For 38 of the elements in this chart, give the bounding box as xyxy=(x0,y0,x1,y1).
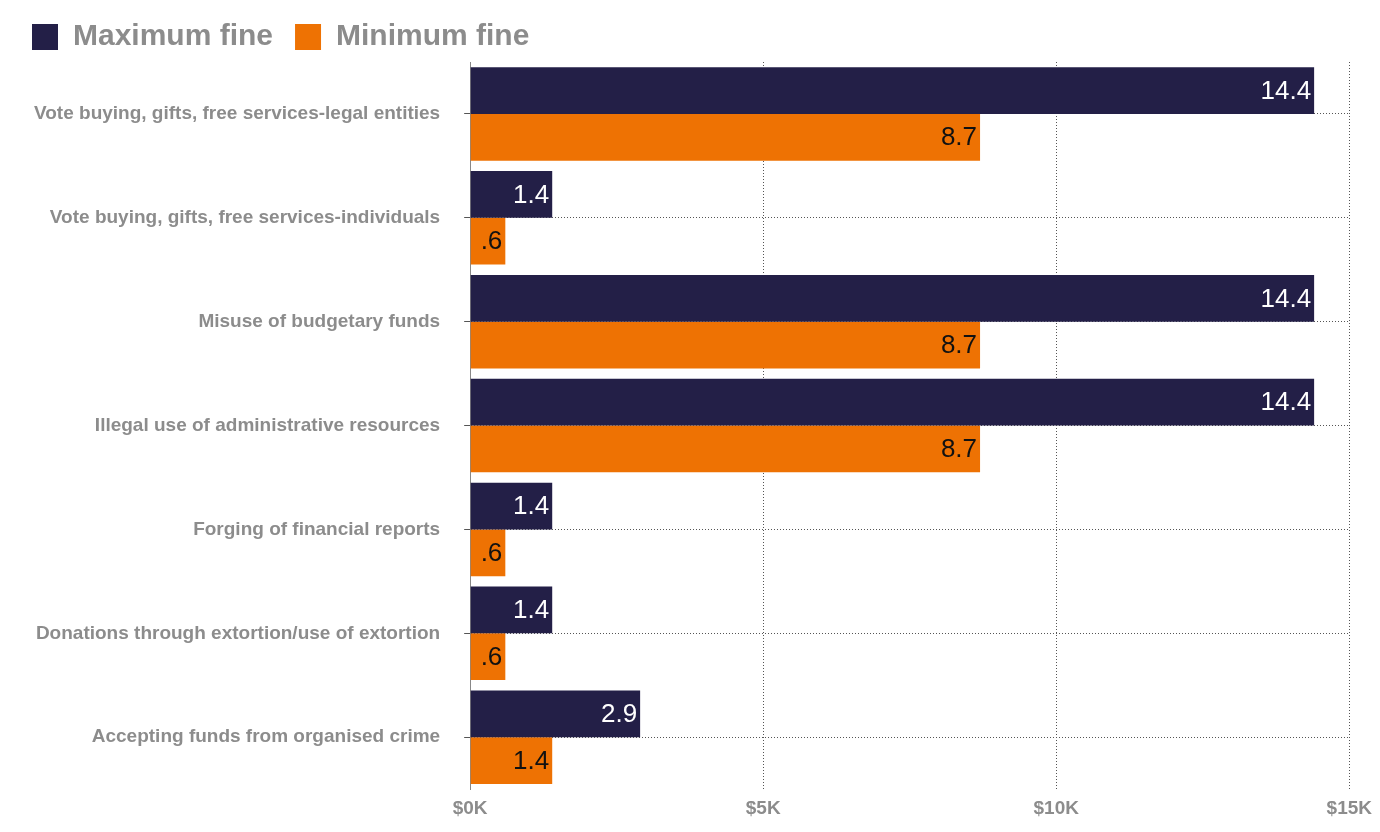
data-label: 1.4 xyxy=(513,490,550,521)
x-tick-label: $10K xyxy=(1033,796,1080,818)
bar xyxy=(470,737,553,785)
data-label: .6 xyxy=(480,225,503,256)
x-tick-label: $5K xyxy=(745,796,781,818)
y-tick-label: Donations through extortion/use of extortion xyxy=(35,621,441,643)
y-tick-label: Illegal use of administrative resources xyxy=(94,413,441,435)
y-tick-label: Forging of financial reports xyxy=(193,517,441,539)
y-tick-label: Vote buying, gifts, free services-individuals xyxy=(49,206,441,228)
legend-label: Minimum fine xyxy=(336,18,530,52)
bar xyxy=(470,586,553,634)
data-label: 14.4 xyxy=(1260,74,1312,105)
data-label: 8.7 xyxy=(940,329,978,360)
bar xyxy=(470,482,553,530)
bar xyxy=(470,690,641,738)
data-label: 8.7 xyxy=(940,121,978,152)
bar xyxy=(470,113,981,161)
data-label: 1.4 xyxy=(513,178,550,209)
data-label: 1.4 xyxy=(513,594,550,625)
data-label: 14.4 xyxy=(1260,282,1312,313)
bar xyxy=(470,171,553,218)
legend-label: Maximum fine xyxy=(73,18,274,52)
y-tick-label: Vote buying, gifts, free services-legal entities xyxy=(33,102,441,124)
bar xyxy=(470,425,981,473)
data-label: 2.9 xyxy=(600,698,638,729)
data-label: .6 xyxy=(480,640,503,671)
y-tick-label: Misuse of budgetary funds xyxy=(198,309,441,331)
bar xyxy=(470,321,981,369)
data-label: .6 xyxy=(480,537,503,568)
y-tick-label: Accepting funds from organised crime xyxy=(91,725,441,747)
bar xyxy=(470,378,1315,426)
bar xyxy=(470,67,1315,114)
bar xyxy=(470,274,1315,322)
data-label: 14.4 xyxy=(1260,386,1312,417)
data-label: 8.7 xyxy=(940,433,978,464)
data-label: 1.4 xyxy=(513,744,550,775)
x-tick-label: $15K xyxy=(1326,796,1373,818)
x-tick-label: $0K xyxy=(452,796,488,818)
